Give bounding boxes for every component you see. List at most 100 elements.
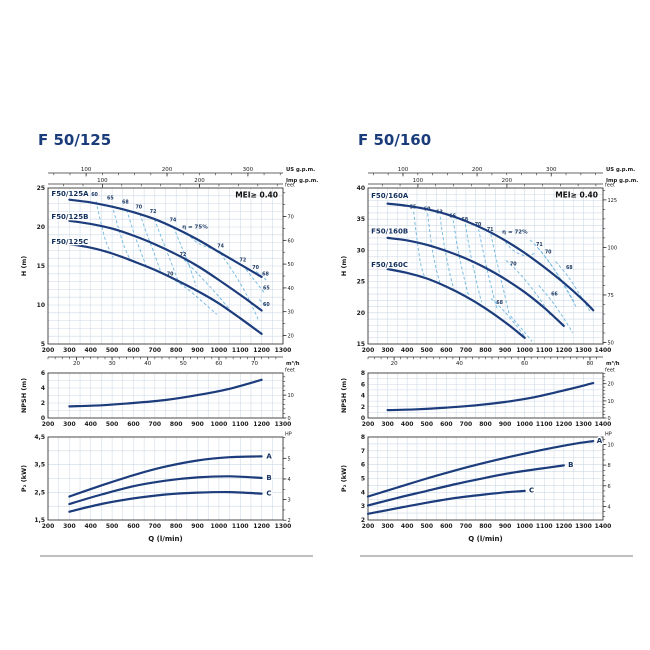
y-tick-label: 2,5 xyxy=(34,489,45,496)
pump-curve-label: F50/125B xyxy=(51,213,88,221)
chart-frame xyxy=(47,436,284,521)
y-tick-label: 5 xyxy=(361,476,365,483)
scale-tick-label: 20 xyxy=(73,361,80,367)
x-tick-label: 1400 xyxy=(595,347,612,354)
scale-tick-label: 300 xyxy=(546,167,557,173)
pump-curve-f50-160c xyxy=(386,268,526,339)
y-tick-label: 5 xyxy=(41,341,45,348)
efficiency-value-label: 70 xyxy=(545,250,552,256)
efficiency-contour xyxy=(173,226,197,287)
x-tick-label: 300 xyxy=(381,421,394,428)
x-tick-label: 400 xyxy=(401,347,414,354)
x-tick-label: 800 xyxy=(170,421,183,428)
y-axis-title: H (m) xyxy=(20,256,28,276)
pump-curve-npsh xyxy=(68,378,263,408)
scale-tick-label: 200 xyxy=(194,178,205,184)
x-tick-label: 200 xyxy=(362,347,375,354)
right-axis-tick-label: 2 xyxy=(288,518,291,524)
x-tick-label: 300 xyxy=(63,523,76,530)
scale-tick-label: 30 xyxy=(109,361,116,367)
efficiency-value-label: 70 xyxy=(135,204,142,210)
scale-unit-label: US g.p.m. xyxy=(606,167,635,173)
x-tick-label: 1400 xyxy=(595,523,612,530)
x-tick-label: 700 xyxy=(460,421,473,428)
y-tick-label: 1,5 xyxy=(34,517,45,524)
x-tick-label: 600 xyxy=(127,347,140,354)
y-tick-label: 20 xyxy=(37,224,45,231)
y-tick-label: 30 xyxy=(357,247,365,254)
x-tick-label: 1300 xyxy=(575,421,592,428)
x-tick-label: 400 xyxy=(84,347,97,354)
panel-f-50-160: 100 200 300 US g.p.m.100 200 Imp g.p.m.200 300… xyxy=(340,167,638,557)
efficiency-value-label: 72 xyxy=(180,252,187,258)
pump-curve-b xyxy=(366,464,565,507)
right-axis-tick-label: 4 xyxy=(288,477,291,483)
x-tick-label: 600 xyxy=(127,421,140,428)
x-tick-label: 1300 xyxy=(275,421,292,428)
efficiency-contour xyxy=(126,209,148,268)
y-tick-label: 4 xyxy=(361,489,365,496)
x-tick-label: 500 xyxy=(420,347,433,354)
x-tick-label: 1000 xyxy=(516,523,533,530)
x-tick-label: 400 xyxy=(401,421,414,428)
right-axis-tick-label: 5 xyxy=(288,456,291,462)
right-axis-tick-label: 8 xyxy=(608,463,611,469)
pump-curve-label: B xyxy=(568,461,573,469)
scale-tick-label: 60 xyxy=(521,361,528,367)
x-tick-label: 300 xyxy=(63,421,76,428)
y-tick-label: 2 xyxy=(361,404,365,411)
efficiency-contour xyxy=(427,213,441,283)
x-tick-label: 1200 xyxy=(555,347,572,354)
x-tick-label: 1100 xyxy=(536,421,553,428)
right-axis-tick-label: 10 xyxy=(288,393,294,399)
x-tick-label: 1000 xyxy=(211,421,228,428)
x-tick-label: 400 xyxy=(84,421,97,428)
y-tick-label: 15 xyxy=(357,341,365,348)
efficiency-value-label: 68 xyxy=(122,200,129,206)
efficiency-value-label: 72 xyxy=(150,209,157,215)
x-tick-label: 200 xyxy=(42,421,55,428)
x-tick-label: 300 xyxy=(63,347,76,354)
best-efficiency-label: η = 75% xyxy=(182,225,208,231)
y-axis-title: H (m) xyxy=(340,256,348,276)
efficiency-value-label: 68 xyxy=(262,271,269,277)
y-tick-label: 20 xyxy=(357,310,365,317)
scale-tick-label: 40 xyxy=(144,361,151,367)
chart-frame xyxy=(367,372,604,419)
efficiency-value-label: 68 xyxy=(566,265,573,271)
y-tick-label: 6 xyxy=(41,370,45,377)
pump-curve-f50-160a xyxy=(386,202,595,312)
right-axis-tick-label: 50 xyxy=(288,262,294,268)
pump-curve-label: B xyxy=(266,474,271,482)
scale-tick-label: 100 xyxy=(413,178,424,184)
scale-tick-label: 40 xyxy=(456,361,463,367)
efficiency-contour xyxy=(242,264,265,293)
x-tick-label: 1000 xyxy=(211,523,228,530)
x-tick-label: 300 xyxy=(381,347,394,354)
x-tick-label: 1100 xyxy=(536,523,553,530)
efficiency-contour xyxy=(258,299,268,307)
x-tick-label: 1400 xyxy=(595,421,612,428)
efficiency-value-label: 65 xyxy=(263,285,270,291)
x-tick-label: 900 xyxy=(191,523,204,530)
efficiency-contour xyxy=(170,277,218,315)
y-tick-label: 3,5 xyxy=(34,462,45,469)
flow-axis-title: Q (l/min) xyxy=(468,535,502,543)
right-axis-tick-label: 20 xyxy=(288,333,294,339)
x-tick-label: 500 xyxy=(420,523,433,530)
pump-curve-label: F50/160B xyxy=(371,228,408,236)
y-axis-title: NPSH (m) xyxy=(20,378,28,413)
x-tick-label: 800 xyxy=(479,347,492,354)
grid xyxy=(367,372,604,419)
pump-curve-f50-125a xyxy=(68,198,263,278)
y-axis-title: P₂ (kW) xyxy=(340,465,348,492)
efficiency-value-label: 71 xyxy=(536,242,543,248)
pump-curve-label: F50/125C xyxy=(51,238,88,246)
pump-curve-b xyxy=(68,475,263,506)
efficiency-value-label: 74 xyxy=(170,218,177,224)
right-axis-tick-label: 50 xyxy=(608,341,614,347)
efficiency-contour xyxy=(183,259,230,310)
x-tick-label: 900 xyxy=(191,347,204,354)
y-tick-label: 0 xyxy=(361,415,365,422)
